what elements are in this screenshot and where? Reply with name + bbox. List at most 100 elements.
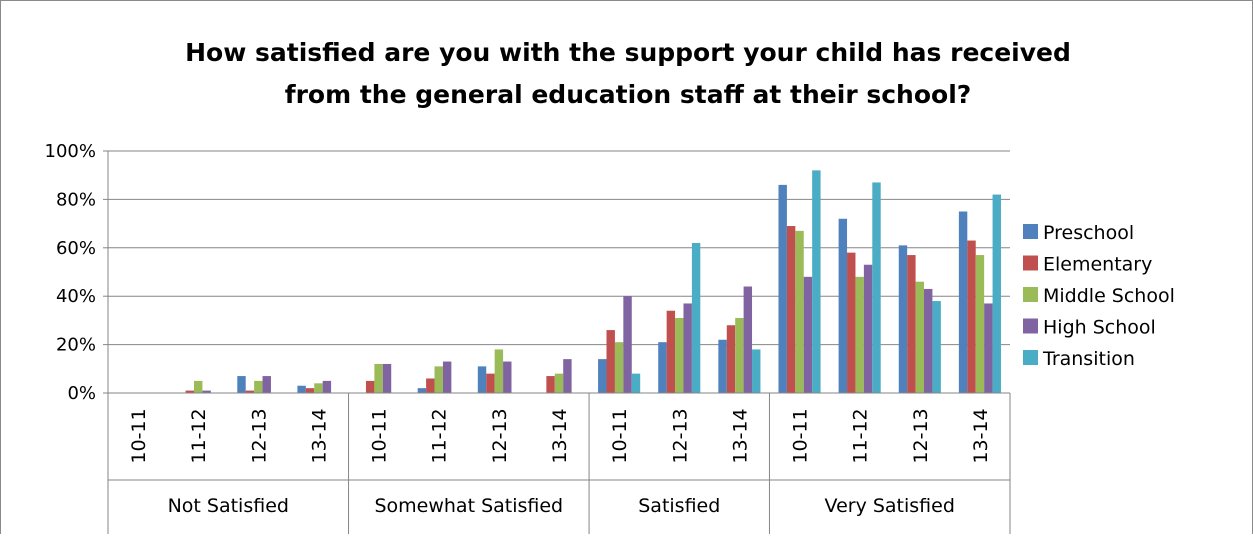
bar: [975, 255, 985, 393]
bar: [855, 276, 864, 393]
bar: [718, 339, 727, 393]
bar: [374, 363, 383, 393]
y-tick-label: 60%: [56, 238, 96, 259]
legend-label: High School: [1043, 317, 1156, 339]
legend-swatch: [1023, 350, 1038, 365]
bar: [262, 376, 271, 393]
chart-title-line-2: from the general education staff at thei…: [285, 80, 972, 109]
bar: [778, 184, 787, 393]
bar: [426, 378, 435, 393]
bar: [245, 390, 255, 393]
legend-label: Preschool: [1043, 222, 1134, 244]
legend-swatch: [1023, 318, 1038, 334]
year-tick-label: 10-11: [609, 408, 631, 463]
year-tick-label: 13-14: [308, 408, 330, 463]
bar: [322, 380, 332, 393]
year-tick-label: 12-13: [248, 408, 270, 463]
bar: [503, 361, 512, 393]
bar: [924, 288, 933, 393]
bar: [803, 276, 813, 393]
bar: [193, 380, 203, 393]
bar: [743, 286, 753, 393]
bar: [494, 349, 504, 393]
bar: [365, 380, 375, 393]
legend-swatch: [1023, 224, 1038, 239]
bar: [554, 373, 564, 393]
bar: [598, 359, 607, 393]
bar: [735, 317, 744, 393]
bar: [967, 240, 976, 393]
legend-label: Elementary: [1043, 254, 1152, 276]
year-tick-label: 10-11: [128, 408, 150, 463]
bar: [958, 211, 968, 393]
year-tick-label: 13-14: [970, 408, 992, 463]
year-tick-label: 12-13: [669, 408, 691, 463]
year-tick-label: 11-12: [188, 408, 210, 463]
bar: [546, 376, 555, 393]
group-label: Somewhat Satisfied: [374, 495, 563, 517]
bar: [907, 255, 916, 393]
bar: [675, 317, 684, 393]
legend-swatch: [1023, 287, 1038, 302]
bar: [623, 296, 632, 393]
bar: [185, 390, 194, 393]
legend-label: Transition: [1042, 348, 1135, 370]
bar: [314, 383, 323, 393]
bar: [666, 310, 676, 393]
bar: [631, 373, 641, 393]
bar: [838, 218, 848, 393]
y-tick-label: 20%: [56, 335, 96, 356]
year-tick-label: 11-12: [429, 408, 451, 463]
year-tick-label: 13-14: [549, 408, 571, 463]
group-label: Satisfied: [638, 495, 720, 517]
bar: [614, 342, 624, 393]
bar: [752, 349, 761, 393]
year-tick-label: 10-11: [790, 408, 812, 463]
bar: [254, 380, 263, 393]
axes: 0% 20% 40% 60% 80% 100% Not Satisfied Somewhat …: [45, 141, 1011, 534]
bar: [606, 330, 615, 393]
bar: [442, 361, 452, 393]
legend-swatch: [1023, 255, 1038, 271]
bar: [795, 230, 804, 393]
year-tick-label: 11-12: [850, 408, 872, 463]
bar: [237, 376, 246, 393]
y-tick-label: 100%: [45, 141, 96, 162]
group-label: Not Satisfied: [168, 495, 289, 517]
year-tick-label: 10-11: [369, 408, 391, 463]
group-label: Very Satisfied: [825, 495, 955, 517]
y-tick-label: 80%: [56, 189, 96, 210]
bar: [297, 385, 306, 393]
bar: [898, 245, 908, 393]
bar: [486, 373, 495, 393]
bar: [915, 281, 925, 393]
bar: [786, 226, 796, 393]
bar: [812, 170, 821, 393]
y-tick-label: 40%: [56, 286, 96, 307]
year-tick-label: 12-13: [489, 408, 511, 463]
bar: [932, 301, 941, 393]
y-tick-label: 0%: [67, 383, 96, 404]
bar: [691, 242, 701, 393]
bar: [477, 366, 487, 393]
bar: [417, 388, 427, 393]
bar: [563, 359, 572, 393]
bar: [382, 363, 392, 393]
bar: [434, 366, 443, 393]
bar: [984, 303, 993, 393]
bar: [726, 325, 736, 393]
legend-label: Middle School: [1043, 285, 1175, 307]
chart-title-line-1: How satisfied are you with the support y…: [185, 38, 1071, 67]
bar: [872, 182, 881, 393]
bar: [992, 194, 1001, 393]
bar: [305, 388, 315, 393]
bar: [683, 303, 692, 393]
bars: [185, 170, 1001, 393]
year-tick-label: 13-14: [729, 408, 751, 463]
bar: [847, 252, 856, 393]
bar: [658, 342, 667, 393]
bar: [202, 390, 211, 393]
